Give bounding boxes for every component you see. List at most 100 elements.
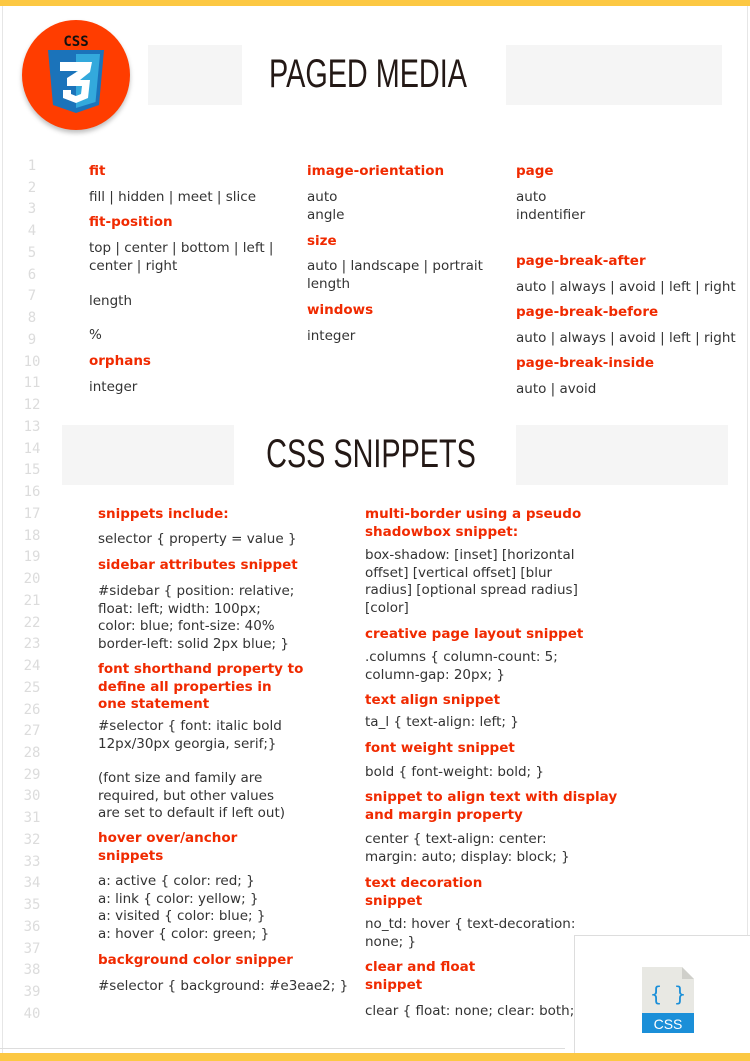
top-accent-bar xyxy=(0,0,750,6)
prop-orphans-heading: orphans xyxy=(89,353,151,369)
prop-fit-values: fill | hidden | meet | slice xyxy=(89,189,257,205)
line-number: 31 xyxy=(23,810,41,827)
line-number: 38 xyxy=(23,962,41,979)
snippets-deco-left xyxy=(62,425,234,485)
line-number: 5 xyxy=(27,244,37,261)
snippet-include-code: selector { property = value } xyxy=(98,531,297,547)
snippet-hover-code: a: active { color: red; } a: link { colo… xyxy=(98,873,270,942)
line-number: 21 xyxy=(23,592,41,609)
line-number: 40 xyxy=(23,1005,41,1022)
snippet-font-heading: font shorthand property to define all pr… xyxy=(98,661,304,712)
prop-page-heading: page xyxy=(516,163,554,179)
snippet-hover-heading: hover over/anchor snippets xyxy=(98,830,238,864)
file-icon-label: CSS xyxy=(654,1016,683,1032)
prop-fit-position-percent: % xyxy=(89,327,102,343)
prop-fit-position-heading: fit-position xyxy=(89,214,173,230)
line-number: 34 xyxy=(23,875,41,892)
line-number: 3 xyxy=(27,201,37,218)
snippet-include-heading: snippets include: xyxy=(98,506,229,522)
snippet-align-display-code: center { text-align: center: margin: aut… xyxy=(365,831,570,865)
line-number: 6 xyxy=(27,266,37,283)
line-number: 12 xyxy=(23,397,41,414)
line-number: 18 xyxy=(23,527,41,544)
line-number: 15 xyxy=(23,462,41,479)
prop-page-values: auto indentifier xyxy=(516,189,586,223)
line-number: 28 xyxy=(23,744,41,761)
snippet-align-display-heading: snippet to align text with display and m… xyxy=(365,789,618,823)
bottom-accent-bar xyxy=(0,1053,750,1061)
file-icon-braces: { } xyxy=(650,982,686,1006)
line-number: 32 xyxy=(23,831,41,848)
line-number: 35 xyxy=(23,897,41,914)
line-number: 9 xyxy=(27,331,37,348)
css-file-icon: { } CSS xyxy=(642,967,694,1033)
snippet-background-code: #selector { background: #e3eae2; } xyxy=(98,978,349,994)
logo-text: CSS xyxy=(63,34,88,50)
line-number: 2 xyxy=(27,179,37,196)
line-number: 17 xyxy=(23,505,41,522)
line-number: 16 xyxy=(23,484,41,501)
file-icon-panel: { } CSS xyxy=(574,935,750,1054)
css3-logo: CSS xyxy=(22,20,130,130)
snippet-sidebar-code: #sidebar { position: relative; float: le… xyxy=(98,583,295,652)
snippet-font-code: #selector { font: italic bold 12px/30px … xyxy=(98,718,282,752)
line-number: 22 xyxy=(23,614,41,631)
page-title: PAGED MEDIA xyxy=(269,52,467,96)
line-number: 24 xyxy=(23,658,41,675)
prop-page-break-inside-heading: page-break-inside xyxy=(516,355,655,371)
snippet-clear-float-heading: clear and float snippet xyxy=(365,959,476,993)
prop-page-break-after-heading: page-break-after xyxy=(516,253,646,269)
snippets-title: CSS SNIPPETS xyxy=(266,432,476,476)
snippet-text-decoration-code: no_td: hover { text-decoration: none; } xyxy=(365,916,576,950)
line-number: 1 xyxy=(27,158,37,174)
page-frame xyxy=(2,6,748,1053)
snippet-multi-border-heading: multi-border using a pseudo shadowbox sn… xyxy=(365,506,582,540)
bottom-divider xyxy=(0,1048,565,1049)
snippet-font-note: (font size and family are required, but … xyxy=(98,770,286,821)
line-number: 36 xyxy=(23,918,41,935)
snippet-font-weight-code: bold { font-weight: bold; } xyxy=(365,764,544,780)
line-number: 8 xyxy=(27,310,37,327)
line-number: 7 xyxy=(27,288,37,305)
prop-fit-position-length: length xyxy=(89,293,133,309)
line-number: 37 xyxy=(23,940,41,957)
prop-size-values: auto | landscape | portrait length xyxy=(307,258,483,292)
line-number: 4 xyxy=(27,223,37,240)
line-number: 27 xyxy=(23,723,41,740)
line-number: 13 xyxy=(23,418,41,435)
snippet-text-align-code: ta_l { text-align: left; } xyxy=(365,714,519,730)
line-number: 19 xyxy=(23,549,41,566)
snippet-layout-heading: creative page layout snippet xyxy=(365,626,584,642)
line-number: 25 xyxy=(23,679,41,696)
line-number: 11 xyxy=(23,375,41,392)
line-number: 10 xyxy=(23,353,41,370)
line-number: 20 xyxy=(23,571,41,588)
snippet-font-weight-heading: font weight snippet xyxy=(365,740,515,756)
prop-page-break-before-values: auto | always | avoid | left | right xyxy=(516,330,736,346)
prop-windows-heading: windows xyxy=(307,302,374,318)
line-number: 39 xyxy=(23,984,41,1001)
prop-size-heading: size xyxy=(307,233,337,249)
snippet-background-heading: background color snipper xyxy=(98,952,293,968)
prop-fit-position-values: top | center | bottom | left | center | … xyxy=(89,240,274,274)
prop-page-break-before-heading: page-break-before xyxy=(516,304,659,320)
prop-image-orientation-values: auto angle xyxy=(307,189,345,223)
title-deco-right xyxy=(506,45,722,105)
snippet-sidebar-heading: sidebar attributes snippet xyxy=(98,557,298,573)
line-number: 23 xyxy=(23,636,41,653)
prop-page-break-after-values: auto | always | avoid | left | right xyxy=(516,279,736,295)
line-number: 30 xyxy=(23,788,41,805)
prop-image-orientation-heading: image-orientation xyxy=(307,163,445,179)
prop-windows-values: integer xyxy=(307,328,356,344)
snippet-text-align-heading: text align snippet xyxy=(365,692,501,708)
line-number: 14 xyxy=(23,440,41,457)
line-number: 29 xyxy=(23,766,41,783)
snippet-layout-code: .columns { column-count: 5; column-gap: … xyxy=(365,649,558,683)
snippet-multi-border-code: box-shadow: [inset] [horizontal offset] … xyxy=(365,547,578,616)
prop-orphans-values: integer xyxy=(89,379,138,395)
css3-shield-icon: CSS xyxy=(48,34,104,113)
title-deco-left xyxy=(148,45,242,105)
snippets-deco-right xyxy=(516,425,728,485)
snippet-text-decoration-heading: text decoration snippet xyxy=(365,875,483,909)
prop-page-break-inside-values: auto | avoid xyxy=(516,381,597,397)
